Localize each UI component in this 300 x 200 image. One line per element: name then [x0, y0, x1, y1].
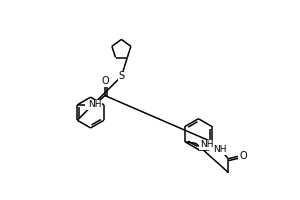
Text: O: O: [101, 76, 109, 86]
Text: NH: NH: [88, 100, 102, 109]
Text: NH: NH: [200, 140, 213, 149]
Text: NH: NH: [213, 145, 226, 154]
Text: O: O: [239, 151, 247, 161]
Text: S: S: [118, 71, 124, 81]
